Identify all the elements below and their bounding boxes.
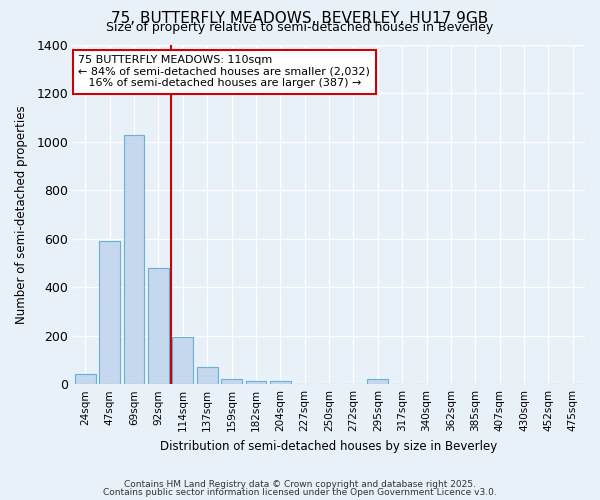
Bar (75, 374, 95, 384)
Text: 75 BUTTERFLY MEADOWS: 110sqm
← 84% of semi-detached houses are smaller (2,032)
 : 75 BUTTERFLY MEADOWS: 110sqm ← 84% of se… (78, 55, 370, 88)
X-axis label: Distribution of semi-detached houses by size in Beverley: Distribution of semi-detached houses by … (160, 440, 497, 452)
Bar (270, 380, 290, 384)
Bar (245, 380, 266, 384)
Bar (197, 367, 218, 384)
Text: Size of property relative to semi-detached houses in Beverley: Size of property relative to semi-detach… (106, 21, 494, 34)
Bar (124, 134, 145, 384)
Bar (367, 380, 388, 384)
Text: 75, BUTTERFLY MEADOWS, BEVERLEY, HU17 9GB: 75, BUTTERFLY MEADOWS, BEVERLEY, HU17 9G… (112, 11, 488, 26)
Bar (99, 241, 120, 384)
Bar (221, 379, 242, 384)
Text: Contains public sector information licensed under the Open Government Licence v3: Contains public sector information licen… (103, 488, 497, 497)
Bar (172, 337, 193, 384)
Text: Contains HM Land Registry data © Crown copyright and database right 2025.: Contains HM Land Registry data © Crown c… (124, 480, 476, 489)
Y-axis label: Number of semi-detached properties: Number of semi-detached properties (15, 106, 28, 324)
Bar (148, 268, 169, 384)
